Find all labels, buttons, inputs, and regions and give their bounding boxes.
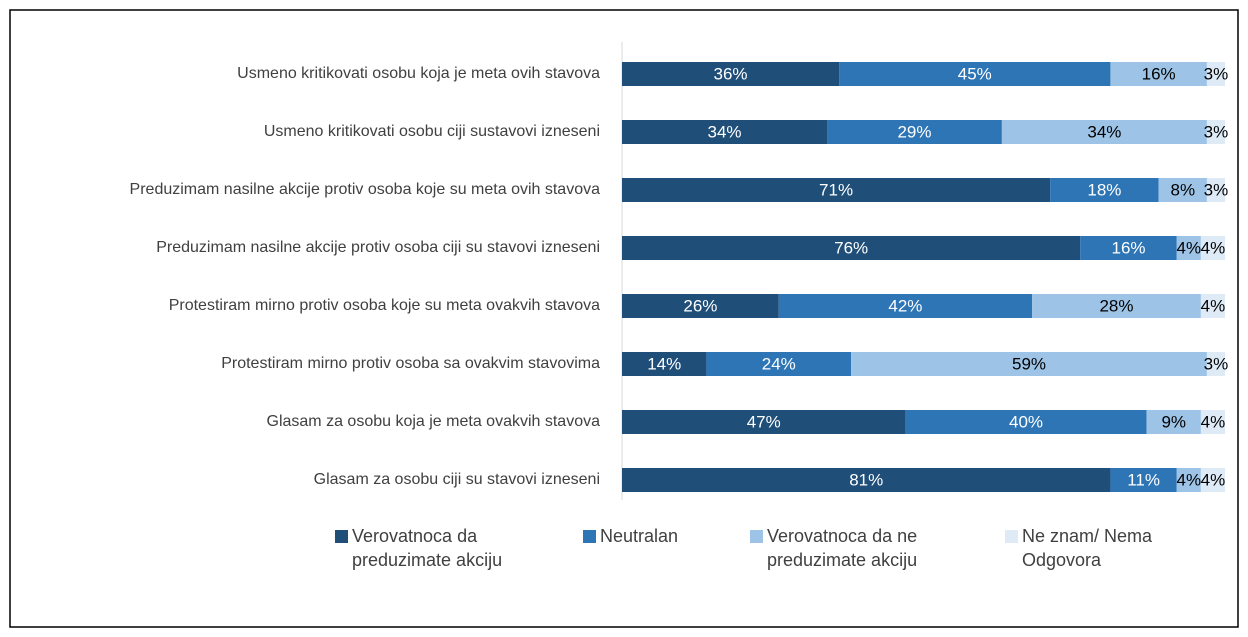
value-label: 36%	[714, 64, 748, 83]
bar-segment	[1110, 62, 1207, 86]
value-label: 29%	[897, 122, 931, 141]
bar-segment	[1176, 468, 1201, 492]
value-label: 4%	[1201, 238, 1226, 257]
value-label: 34%	[1087, 122, 1121, 141]
value-label: 3%	[1204, 354, 1229, 373]
bar-segment	[1110, 468, 1177, 492]
value-label: 4%	[1177, 238, 1202, 257]
value-label: 4%	[1201, 412, 1226, 431]
value-label: 16%	[1142, 64, 1176, 83]
legend-item: Verovatnoca da preduzimate akciju	[335, 524, 535, 572]
legend-label: Verovatnoca da ne preduzimate akciju	[767, 526, 918, 570]
legend-label: Neutralan	[600, 526, 679, 546]
bar-segment	[827, 120, 1002, 144]
bar-segment	[1050, 178, 1159, 202]
value-label: 28%	[1099, 296, 1133, 315]
value-label: 34%	[707, 122, 741, 141]
legend-swatch	[583, 530, 596, 543]
value-label: 4%	[1201, 296, 1226, 315]
value-label: 26%	[683, 296, 717, 315]
bar-segment	[1001, 120, 1207, 144]
legend-swatch	[335, 530, 348, 543]
value-label: 9%	[1161, 412, 1186, 431]
value-label: 81%	[849, 470, 883, 489]
legend-item: Neutralan	[583, 524, 723, 548]
value-label: 71%	[819, 180, 853, 199]
category-label: Preduzimam nasilne akcije protiv osoba k…	[130, 181, 601, 198]
legend-swatch	[1005, 530, 1018, 543]
value-label: 24%	[762, 354, 796, 373]
bar-segment	[778, 294, 1033, 318]
bar-segment	[622, 178, 1051, 202]
bar-segment	[1146, 410, 1201, 434]
value-label: 59%	[1012, 354, 1046, 373]
legend-item: Verovatnoca da ne preduzimate akciju	[750, 524, 980, 572]
bar-segment	[706, 352, 852, 376]
category-label: Usmeno kritikovati osobu koja je meta ov…	[237, 65, 600, 82]
legend-swatch	[750, 530, 763, 543]
value-label: 8%	[1171, 180, 1196, 199]
bar-segment	[622, 294, 779, 318]
value-label: 3%	[1204, 64, 1229, 83]
value-label: 3%	[1204, 180, 1229, 199]
value-label: 45%	[958, 64, 992, 83]
bar-segment	[622, 62, 840, 86]
value-label: 18%	[1087, 180, 1121, 199]
bar-segment	[622, 236, 1081, 260]
bar-segment	[905, 410, 1147, 434]
legend-label: Ne znam/ Nema Odgovora	[1022, 526, 1153, 570]
value-label: 16%	[1112, 238, 1146, 257]
bar-segment	[1158, 178, 1207, 202]
bar-segment	[1206, 178, 1225, 202]
bar-segment	[622, 468, 1111, 492]
legend-item: Ne znam/ Nema Odgovora	[1005, 524, 1205, 572]
category-label: Protestiram mirno protiv osoba sa ovakvi…	[221, 355, 600, 372]
value-label: 47%	[747, 412, 781, 431]
bar-segment	[1200, 468, 1225, 492]
bar-segment	[1206, 62, 1225, 86]
legend: Verovatnoca da preduzimate akciju Neutral…	[0, 524, 1248, 584]
category-label: Glasam za osobu ciji su stavovi izneseni	[314, 471, 600, 488]
category-label: Protestiram mirno protiv osoba koje su m…	[169, 297, 600, 314]
bar-segment	[1200, 294, 1225, 318]
bar-segment	[622, 120, 828, 144]
bar-segment	[1206, 352, 1225, 376]
bar-segment	[1200, 236, 1225, 260]
value-label: 11%	[1127, 470, 1160, 489]
bar-segment	[622, 410, 906, 434]
value-label: 40%	[1009, 412, 1043, 431]
value-label: 14%	[647, 354, 681, 373]
value-label: 76%	[834, 238, 868, 257]
bar-segment	[851, 352, 1207, 376]
bar-segment	[1200, 410, 1225, 434]
category-label: Glasam za osobu koja je meta ovakvih sta…	[267, 413, 601, 430]
bar-segment	[1206, 120, 1225, 144]
value-label: 4%	[1201, 470, 1226, 489]
bar-segment	[1032, 294, 1201, 318]
category-label: Usmeno kritikovati osobu ciji sustavovi …	[264, 123, 600, 140]
bar-segment	[1176, 236, 1201, 260]
frame	[9, 9, 1239, 628]
category-label: Preduzimam nasilne akcije protiv osoba c…	[156, 239, 600, 256]
bar-segment	[622, 352, 707, 376]
value-label: 3%	[1204, 122, 1229, 141]
bar-segment	[1080, 236, 1177, 260]
bar-segment	[839, 62, 1111, 86]
value-label: 42%	[888, 296, 922, 315]
value-label: 4%	[1177, 470, 1202, 489]
legend-label: Verovatnoca da preduzimate akciju	[352, 526, 503, 570]
